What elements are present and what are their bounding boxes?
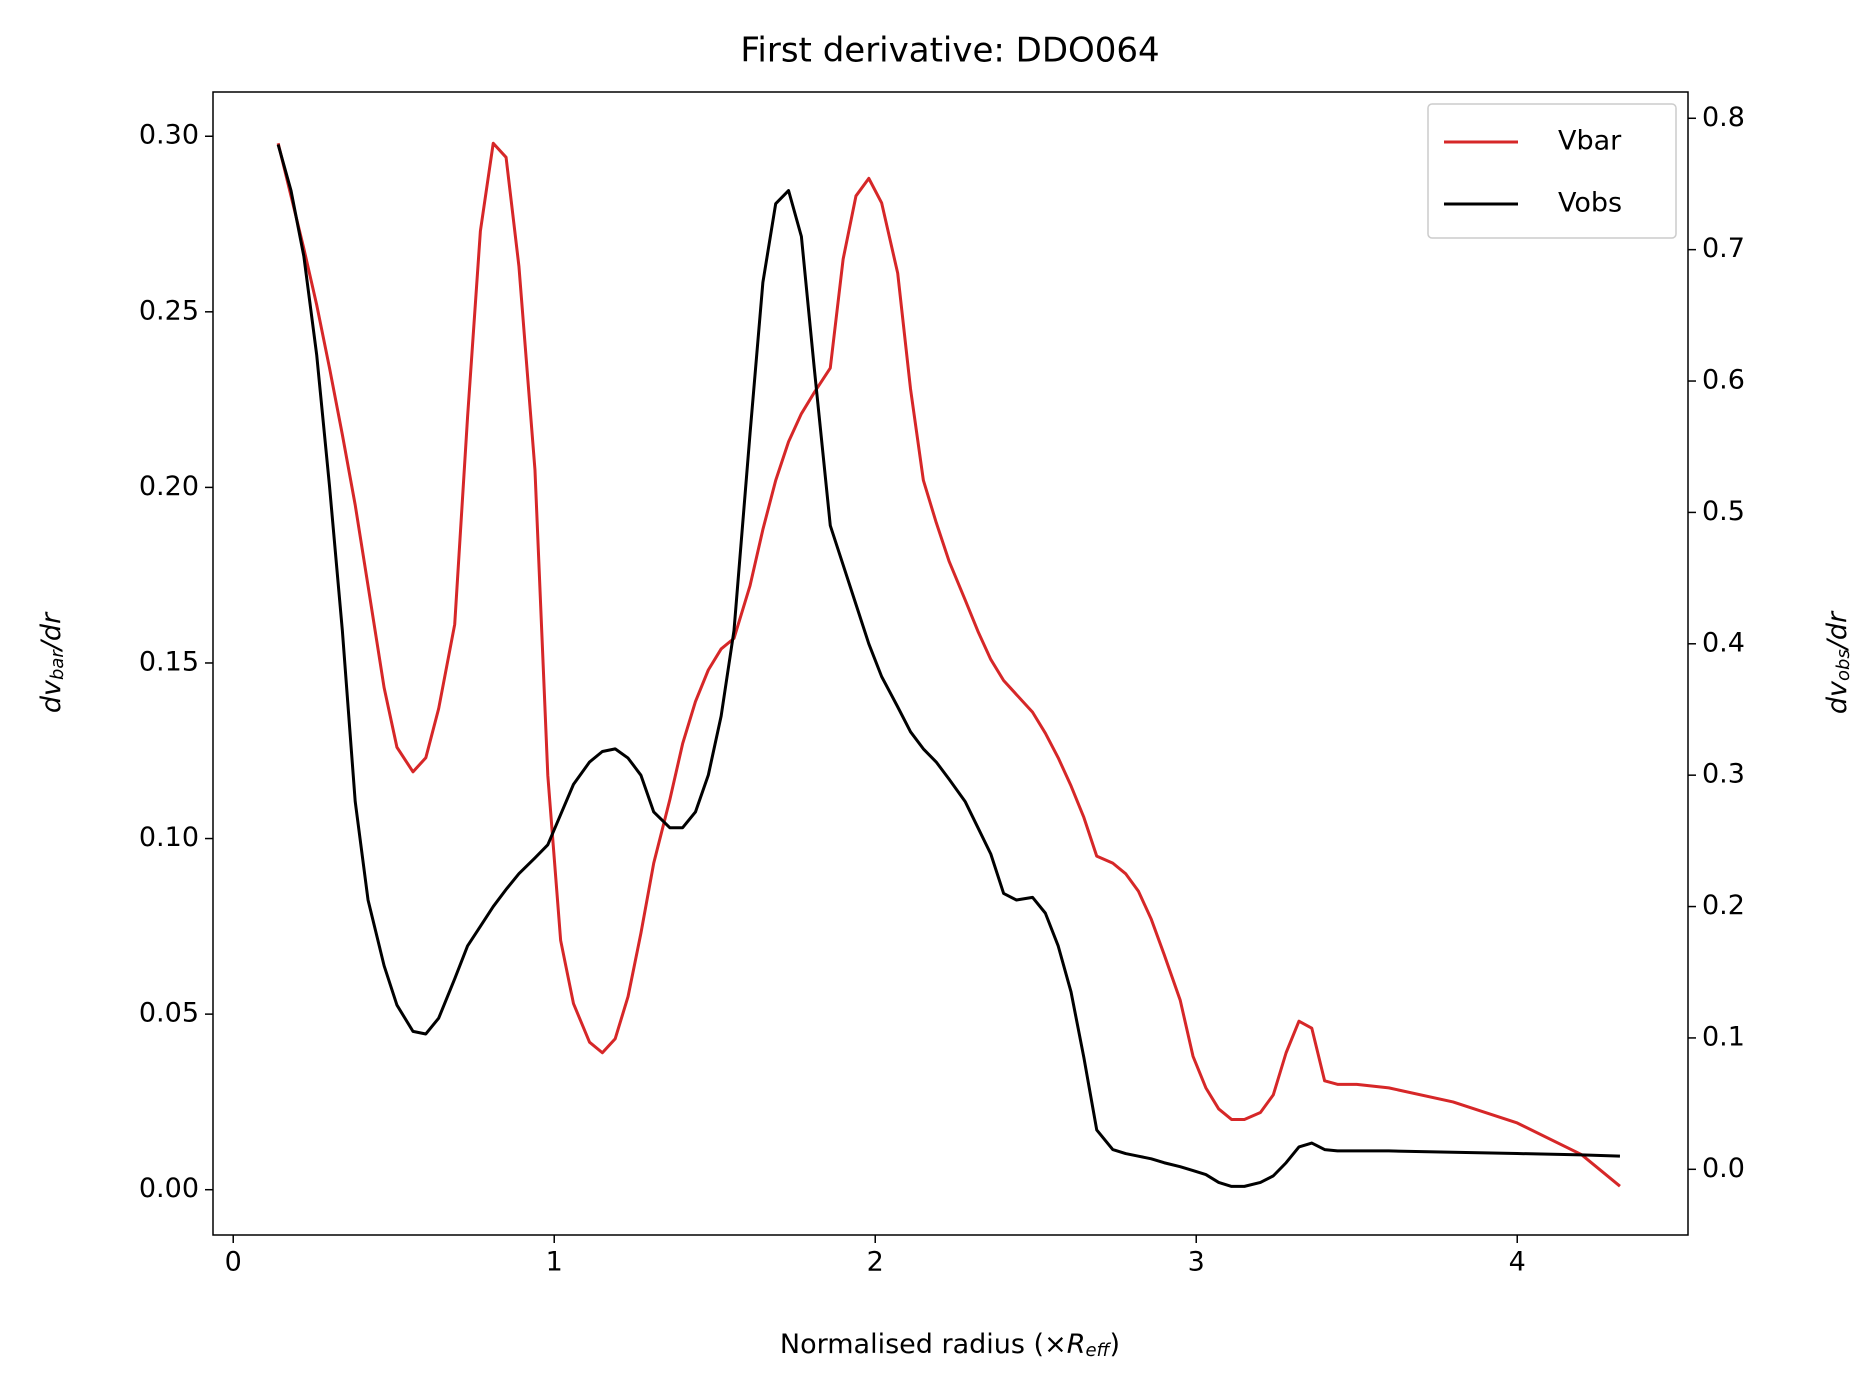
y-tick-label: 0.05 <box>139 998 199 1029</box>
y2-tick-label: 0.0 <box>1702 1153 1745 1184</box>
y-tick-label: 0.10 <box>139 822 199 853</box>
y2-tick-label: 0.3 <box>1702 759 1745 790</box>
y2-tick-label: 0.2 <box>1702 890 1745 921</box>
x-tick-label: 0 <box>225 1247 242 1278</box>
y2-tick-label: 0.7 <box>1702 233 1745 264</box>
series-line <box>276 144 1621 1188</box>
y-tick-label: 0.20 <box>139 471 199 502</box>
series-line <box>276 141 1621 1188</box>
y2-tick-label: 0.5 <box>1702 496 1745 527</box>
y-tick-label: 0.30 <box>139 120 199 151</box>
y-tick-label: 0.00 <box>139 1173 199 1204</box>
x-axis-label: Normalised radius (×Reff) <box>780 1329 1120 1362</box>
chart-title: First derivative: DDO064 <box>740 31 1159 71</box>
plot-frame <box>212 91 1689 1236</box>
x-tick-label: 2 <box>867 1247 884 1278</box>
y2-axis-label: dvobs/dr <box>1822 610 1855 714</box>
y2-tick-label: 0.8 <box>1702 102 1745 133</box>
x-tick-label: 4 <box>1509 1247 1526 1278</box>
legend-label: Vbar <box>1558 126 1622 157</box>
y2-tick-label: 0.4 <box>1702 627 1745 658</box>
y-axis-label: dvbar/dr <box>36 611 69 713</box>
legend: Vbar Vobs <box>1427 103 1677 239</box>
y2-tick-label: 0.1 <box>1702 1021 1745 1052</box>
y-tick-label: 0.25 <box>139 295 199 326</box>
legend-box <box>1427 103 1677 239</box>
legend-label: Vobs <box>1558 188 1622 219</box>
y2-tick-label: 0.6 <box>1702 365 1745 396</box>
y-tick-label: 0.15 <box>139 646 199 677</box>
x-tick-label: 3 <box>1188 1247 1205 1278</box>
x-tick-label: 1 <box>546 1247 563 1278</box>
